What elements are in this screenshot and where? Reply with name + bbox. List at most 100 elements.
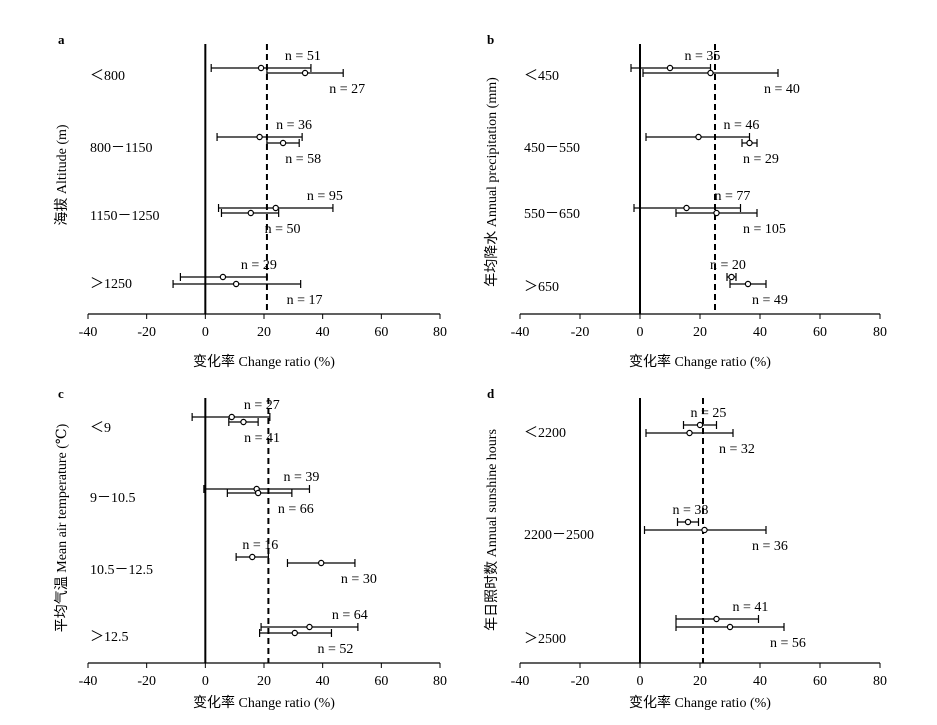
x-tick-label: 0 <box>637 325 644 340</box>
sample-size-label: n = 77 <box>715 189 751 204</box>
mean-point <box>279 139 287 147</box>
category-label: 550－650 <box>524 207 580 222</box>
mean-point <box>318 559 325 567</box>
panel-letter: a <box>58 32 65 47</box>
x-tick-label: 0 <box>637 674 644 689</box>
x-tick-label: -40 <box>511 325 530 340</box>
mean-point <box>256 133 263 141</box>
sample-size-label: n = 46 <box>724 118 760 133</box>
sample-size-label: n = 39 <box>283 470 319 485</box>
sample-size-label: n = 40 <box>764 82 800 97</box>
sample-size-label: n = 95 <box>307 189 343 204</box>
x-tick-label: 0 <box>202 325 209 340</box>
mean-point <box>713 615 720 623</box>
panel-b: b -40 -20 0 20 40 60 80 变化率 Change ratio (%) 年均降水… <box>484 32 887 370</box>
panel-letter: d <box>487 386 495 401</box>
x-tick-label: 60 <box>374 325 388 340</box>
category-label: ＜800 <box>90 69 125 84</box>
sample-size-label: n = 41 <box>244 431 280 446</box>
x-tick-label: -20 <box>137 674 156 689</box>
sample-size-label: n = 51 <box>285 49 321 64</box>
mean-point <box>219 273 227 281</box>
sample-size-label: n = 32 <box>719 442 755 457</box>
category-label: 800－1150 <box>90 141 152 156</box>
mean-point <box>686 429 693 437</box>
sample-size-label: n = 64 <box>332 608 368 623</box>
x-tick-label: 40 <box>316 325 330 340</box>
panel-a: a -40 -20 0 20 40 60 80 变化率 Change ratio (%) 海拔 A… <box>54 32 447 370</box>
category-label: ＞1250 <box>90 277 132 292</box>
y-axis-title: 年日照时数 Annual sunshine hours <box>484 429 500 631</box>
sample-size-label: n = 50 <box>265 222 301 237</box>
y-axis-title: 年均降水 Annual precipitation (mm) <box>484 77 500 287</box>
x-tick-label: -40 <box>511 674 530 689</box>
x-axis-title: 变化率 Change ratio (%) <box>193 694 335 711</box>
category-label: 450－550 <box>524 141 580 156</box>
category-label: 10.5－12.5 <box>90 563 153 578</box>
x-tick-label: 80 <box>433 325 447 340</box>
sample-size-label: n = 35 <box>685 49 721 64</box>
sample-size-label: n = 52 <box>317 642 353 657</box>
category-label: ＜2200 <box>524 426 566 441</box>
mean-point <box>696 421 704 429</box>
panel-letter: b <box>487 32 494 47</box>
x-tick-label: 60 <box>374 674 388 689</box>
mean-point <box>247 209 254 217</box>
x-tick-label: -40 <box>79 674 98 689</box>
category-label: ＞2500 <box>524 632 566 647</box>
mean-point <box>272 204 279 212</box>
x-tick-label: 20 <box>693 325 707 340</box>
sample-size-label: n = 56 <box>770 636 806 651</box>
x-tick-label: 20 <box>257 325 271 340</box>
x-tick-label: 80 <box>433 674 447 689</box>
panel-letter: c <box>58 386 64 401</box>
mean-point <box>232 280 240 288</box>
x-tick-label: 20 <box>693 674 707 689</box>
sample-size-label: n = 58 <box>285 152 321 167</box>
sample-size-label: n = 66 <box>278 502 314 517</box>
x-tick-label: 0 <box>202 674 209 689</box>
sample-size-label: n = 29 <box>241 258 277 273</box>
x-tick-label: 80 <box>873 325 887 340</box>
sample-size-label: n = 105 <box>743 222 786 237</box>
mean-point <box>744 280 752 288</box>
mean-point <box>228 413 235 421</box>
x-tick-label: 60 <box>813 325 827 340</box>
mean-point <box>291 629 298 637</box>
mean-point <box>254 489 262 497</box>
sample-size-label: n = 29 <box>743 152 779 167</box>
x-tick-label: 60 <box>813 674 827 689</box>
mean-point <box>701 526 708 534</box>
x-tick-label: -40 <box>79 325 98 340</box>
mean-point <box>240 418 247 426</box>
x-axis-title: 变化率 Change ratio (%) <box>629 353 771 370</box>
sample-size-label: n = 41 <box>733 600 769 615</box>
sample-size-label: n = 20 <box>710 258 746 273</box>
x-tick-label: 40 <box>753 325 767 340</box>
mean-point <box>684 518 692 526</box>
x-tick-label: 40 <box>753 674 767 689</box>
category-label: 9－10.5 <box>90 491 136 506</box>
y-axis-title: 平均气温 Mean air temperature (℃) <box>54 423 70 632</box>
mean-point <box>746 139 753 147</box>
sample-size-label: n = 36 <box>752 539 788 554</box>
sample-size-label: n = 38 <box>673 503 709 518</box>
category-label: 2200－2500 <box>524 528 594 543</box>
sample-size-label: n = 49 <box>752 293 788 308</box>
panel-d: d -40 -20 0 20 40 60 80 变化率 Change ratio (%) 年日照时… <box>484 386 887 711</box>
mean-point <box>666 64 674 72</box>
category-label: ＜450 <box>524 69 559 84</box>
panel-c: c -40 -20 0 20 40 60 80 变化率 Change ratio (%) 平均气温… <box>54 386 447 711</box>
x-axis-title: 变化率 Change ratio (%) <box>193 353 335 370</box>
sample-size-label: n = 17 <box>287 293 323 308</box>
sample-size-label: n = 30 <box>341 572 377 587</box>
x-tick-label: 40 <box>316 674 330 689</box>
category-label: ＜9 <box>90 421 111 436</box>
x-tick-label: -20 <box>571 674 590 689</box>
category-label: ＞650 <box>524 280 559 295</box>
mean-point <box>728 273 735 281</box>
sample-size-label: n = 16 <box>242 538 278 553</box>
category-label: 1150－1250 <box>90 209 159 224</box>
sample-size-label: n = 27 <box>244 398 280 413</box>
